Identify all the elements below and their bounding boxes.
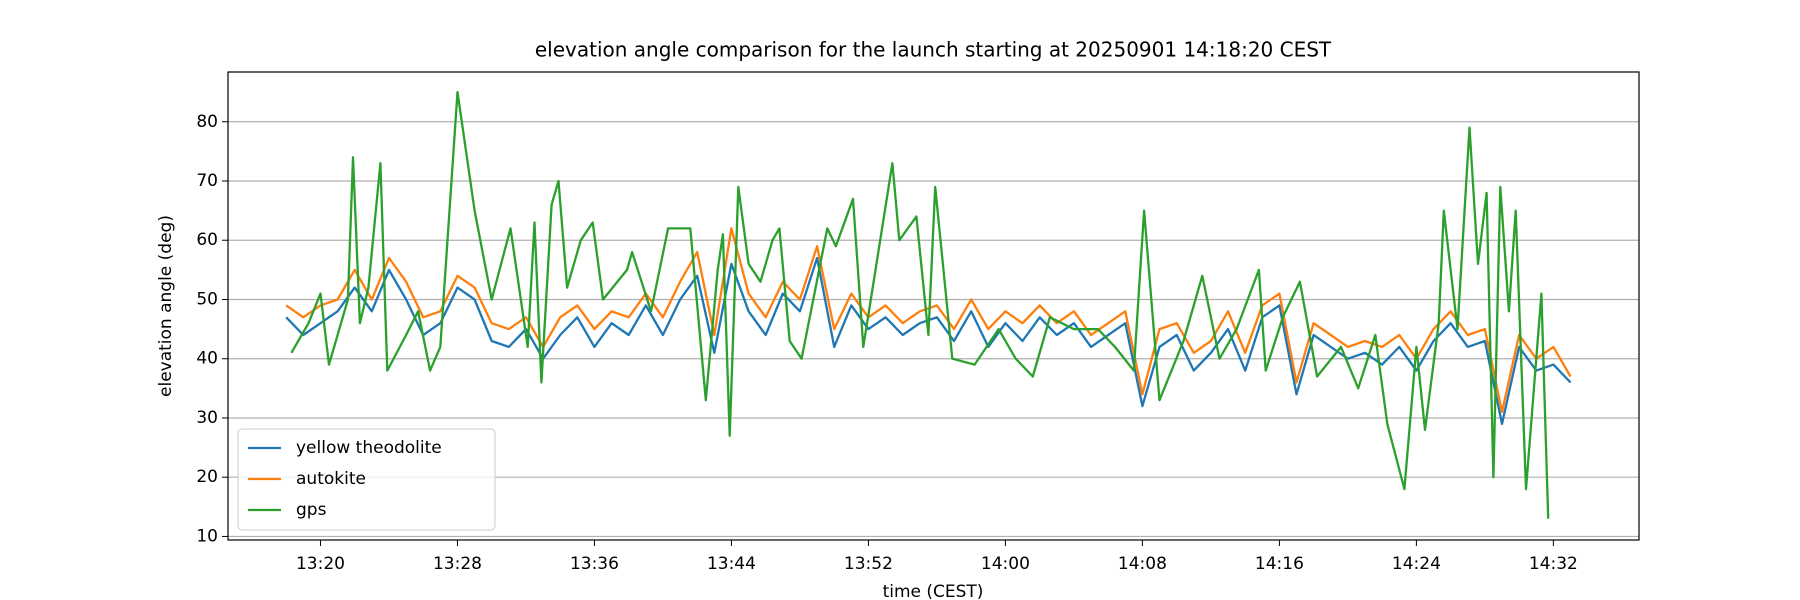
y-tick-label: 50 [196,289,218,309]
x-tick-label: 14:32 [1529,554,1578,574]
x-tick-label: 13:36 [570,554,619,574]
y-tick-label: 20 [196,467,218,487]
y-axis-label: elevation angle (deg) [156,215,176,397]
y-tick-label: 70 [196,171,218,191]
x-tick-label: 14:24 [1392,554,1441,574]
plot-frame [227,71,1640,541]
legend-box [237,428,496,531]
x-tick-label: 13:20 [296,554,345,574]
legend: yellow theodolite autokite gps [237,428,496,531]
x-tick-label: 14:08 [1118,554,1167,574]
chart-title: elevation angle comparison for the launc… [535,38,1332,62]
series-line [290,90,1550,519]
legend-label: yellow theodolite [296,438,442,458]
y-tick-label: 10 [196,526,218,546]
legend-label: autokite [296,469,366,489]
x-tick-label: 13:52 [844,554,893,574]
y-tick-label: 60 [196,230,218,250]
series-line [285,227,1572,414]
legend-label: gps [296,500,327,520]
x-tick-label: 14:16 [1255,554,1304,574]
x-tick-label: 13:28 [433,554,482,574]
x-tick-label: 13:44 [707,554,756,574]
y-tick-label: 30 [196,408,218,428]
x-axis-label: time (CEST) [883,582,984,600]
y-tick-label: 40 [196,349,218,369]
y-tick-label: 80 [196,112,218,132]
series-line [285,256,1572,426]
x-tick-label: 14:00 [981,554,1030,574]
